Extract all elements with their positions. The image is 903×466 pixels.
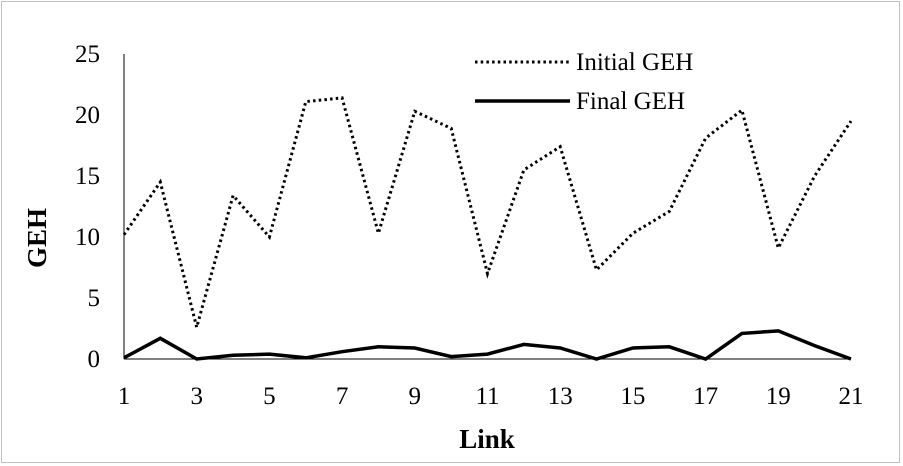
- x-tick-label: 17: [693, 383, 718, 410]
- x-tick-label: 7: [336, 383, 349, 410]
- y-tick-label: 10: [75, 224, 100, 251]
- y-axis-title: GEH: [22, 208, 52, 268]
- x-tick-label: 15: [620, 383, 645, 410]
- series-line-final-geh: [123, 329, 852, 361]
- x-tick-label: 19: [766, 383, 791, 410]
- legend-label: Initial GEH: [576, 49, 693, 76]
- x-tick-label: 1: [118, 383, 131, 410]
- x-tick-label: 13: [548, 383, 573, 410]
- y-tick-label: 5: [88, 285, 101, 312]
- y-tick-label: 20: [75, 102, 100, 129]
- y-tick-labels: 0 5 10 15 20 25: [75, 41, 100, 373]
- x-tick-label: 3: [190, 383, 203, 410]
- y-tick-label: 15: [75, 163, 100, 190]
- legend: Initial GEH Final GEH: [475, 49, 693, 115]
- y-tick-label: 25: [75, 41, 100, 68]
- x-tick-label: 21: [839, 383, 864, 410]
- legend-label: Final GEH: [576, 88, 685, 115]
- series-line-initial-geh: [122, 96, 853, 334]
- x-tick-labels: 1 3 5 7 9 11 13 15 17 19 21: [118, 383, 864, 410]
- y-tick-label: 0: [88, 346, 101, 373]
- x-axis-title: Link: [459, 424, 515, 454]
- x-tick-label: 11: [475, 383, 499, 410]
- series-lines: [122, 96, 853, 361]
- axes: [123, 54, 851, 360]
- x-tick-label: 5: [263, 383, 276, 410]
- x-tick-label: 9: [409, 383, 422, 410]
